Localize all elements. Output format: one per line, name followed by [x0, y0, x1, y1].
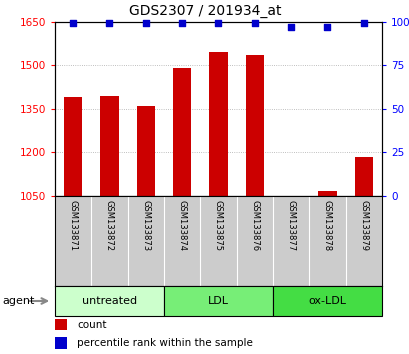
Text: ox-LDL: ox-LDL — [308, 296, 346, 306]
Text: GSM133876: GSM133876 — [250, 200, 259, 252]
Text: GSM133873: GSM133873 — [141, 200, 150, 252]
Bar — [64, 97, 82, 196]
Bar — [137, 106, 155, 196]
Text: GSM133878: GSM133878 — [322, 200, 331, 252]
Point — [70, 21, 76, 26]
Text: GSM133874: GSM133874 — [177, 200, 186, 251]
Bar — [245, 55, 263, 196]
FancyBboxPatch shape — [272, 286, 381, 316]
FancyBboxPatch shape — [164, 286, 272, 316]
Text: GDS2307 / 201934_at: GDS2307 / 201934_at — [128, 4, 281, 18]
Text: untreated: untreated — [82, 296, 137, 306]
Point — [251, 21, 258, 26]
Text: percentile rank within the sample: percentile rank within the sample — [77, 338, 252, 348]
Bar — [318, 191, 336, 196]
Point — [324, 24, 330, 30]
Point — [142, 21, 149, 26]
Point — [360, 21, 366, 26]
FancyBboxPatch shape — [55, 286, 164, 316]
Text: GSM133871: GSM133871 — [68, 200, 77, 251]
Point — [287, 24, 294, 30]
Bar — [55, 337, 67, 349]
Text: GSM133879: GSM133879 — [358, 200, 367, 251]
Bar — [100, 96, 118, 196]
Bar — [354, 157, 372, 196]
Point — [106, 21, 112, 26]
Bar — [209, 52, 227, 196]
Text: LDL: LDL — [207, 296, 229, 306]
Text: agent: agent — [2, 296, 34, 306]
Bar — [55, 319, 67, 331]
Text: GSM133877: GSM133877 — [286, 200, 295, 252]
Point — [178, 21, 185, 26]
Point — [215, 21, 221, 26]
Text: GSM133872: GSM133872 — [105, 200, 114, 251]
Bar — [173, 68, 191, 196]
Text: count: count — [77, 320, 106, 330]
Text: GSM133875: GSM133875 — [213, 200, 222, 251]
